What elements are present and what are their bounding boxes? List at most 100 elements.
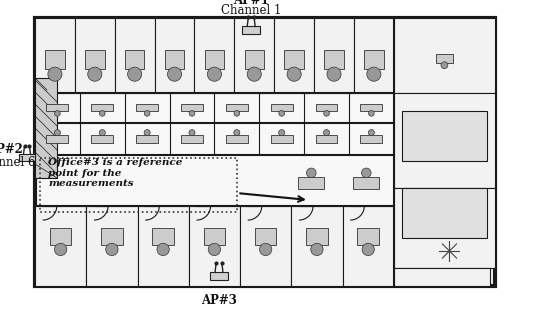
Bar: [255, 228, 277, 244]
Text: Channel 6: Channel 6: [0, 156, 35, 169]
Bar: [316, 104, 337, 111]
Bar: [306, 228, 328, 244]
Bar: [91, 104, 113, 111]
Bar: [195, 18, 234, 93]
Bar: [125, 50, 144, 68]
Circle shape: [54, 111, 60, 116]
Bar: [353, 177, 379, 189]
Bar: [45, 50, 65, 68]
Bar: [115, 18, 155, 93]
Circle shape: [168, 67, 182, 81]
Circle shape: [100, 111, 105, 116]
Bar: [245, 50, 264, 68]
Bar: [40, 158, 237, 212]
Bar: [402, 188, 487, 238]
Circle shape: [324, 111, 329, 116]
Bar: [91, 135, 113, 143]
Bar: [354, 18, 394, 93]
Bar: [165, 50, 184, 68]
Circle shape: [279, 130, 285, 136]
Circle shape: [208, 243, 220, 256]
Text: Office#3 is a reference
point for the
measurements: Office#3 is a reference point for the me…: [48, 158, 182, 188]
Text: AP#1: AP#1: [233, 0, 269, 7]
Circle shape: [54, 243, 67, 256]
Bar: [46, 104, 68, 111]
Circle shape: [287, 67, 301, 81]
Bar: [243, 26, 260, 34]
Circle shape: [311, 243, 323, 256]
Circle shape: [48, 67, 62, 81]
Circle shape: [247, 67, 261, 81]
Bar: [343, 206, 394, 286]
Bar: [136, 104, 158, 111]
Circle shape: [441, 62, 448, 69]
Bar: [101, 228, 123, 244]
Bar: [75, 18, 115, 93]
Circle shape: [362, 168, 371, 178]
Bar: [35, 18, 495, 286]
Circle shape: [189, 111, 195, 116]
Bar: [210, 272, 228, 280]
Bar: [136, 135, 158, 143]
Bar: [402, 111, 487, 161]
Bar: [155, 18, 195, 93]
Bar: [291, 206, 343, 286]
Text: Channel 1: Channel 1: [221, 3, 281, 16]
Circle shape: [367, 67, 381, 81]
Circle shape: [307, 168, 316, 178]
Text: AP#2: AP#2: [0, 143, 23, 156]
Bar: [394, 188, 495, 268]
Bar: [205, 50, 224, 68]
Bar: [137, 206, 189, 286]
Circle shape: [189, 130, 195, 136]
Bar: [324, 50, 344, 68]
Bar: [35, 78, 57, 178]
Circle shape: [128, 67, 142, 81]
Circle shape: [88, 67, 102, 81]
Circle shape: [106, 243, 118, 256]
Bar: [234, 18, 274, 93]
Circle shape: [157, 243, 169, 256]
Bar: [271, 104, 293, 111]
Bar: [394, 268, 490, 286]
Bar: [285, 50, 304, 68]
Text: AP#3: AP#3: [201, 294, 237, 307]
Bar: [50, 228, 72, 244]
Circle shape: [234, 130, 240, 136]
Bar: [181, 135, 203, 143]
Circle shape: [99, 130, 105, 136]
Bar: [361, 135, 382, 143]
Bar: [204, 228, 225, 244]
Bar: [226, 135, 248, 143]
Bar: [394, 18, 495, 93]
Circle shape: [369, 111, 374, 116]
Bar: [240, 206, 291, 286]
Bar: [357, 228, 379, 244]
Bar: [181, 104, 203, 111]
Circle shape: [144, 130, 150, 136]
Bar: [436, 54, 453, 62]
Circle shape: [323, 130, 329, 136]
Circle shape: [54, 130, 60, 136]
Bar: [314, 18, 354, 93]
Bar: [189, 206, 240, 286]
Bar: [271, 135, 293, 143]
Circle shape: [144, 111, 150, 116]
Bar: [298, 177, 324, 189]
Bar: [316, 135, 337, 143]
Bar: [394, 93, 495, 188]
Bar: [86, 206, 137, 286]
Bar: [361, 104, 382, 111]
Bar: [35, 18, 75, 93]
Circle shape: [259, 243, 272, 256]
Bar: [85, 50, 105, 68]
Bar: [226, 104, 248, 111]
Circle shape: [208, 67, 222, 81]
Bar: [46, 135, 68, 143]
Bar: [19, 154, 34, 160]
Circle shape: [368, 130, 375, 136]
Circle shape: [234, 111, 240, 116]
Circle shape: [279, 111, 285, 116]
Bar: [364, 50, 384, 68]
Bar: [35, 206, 86, 286]
